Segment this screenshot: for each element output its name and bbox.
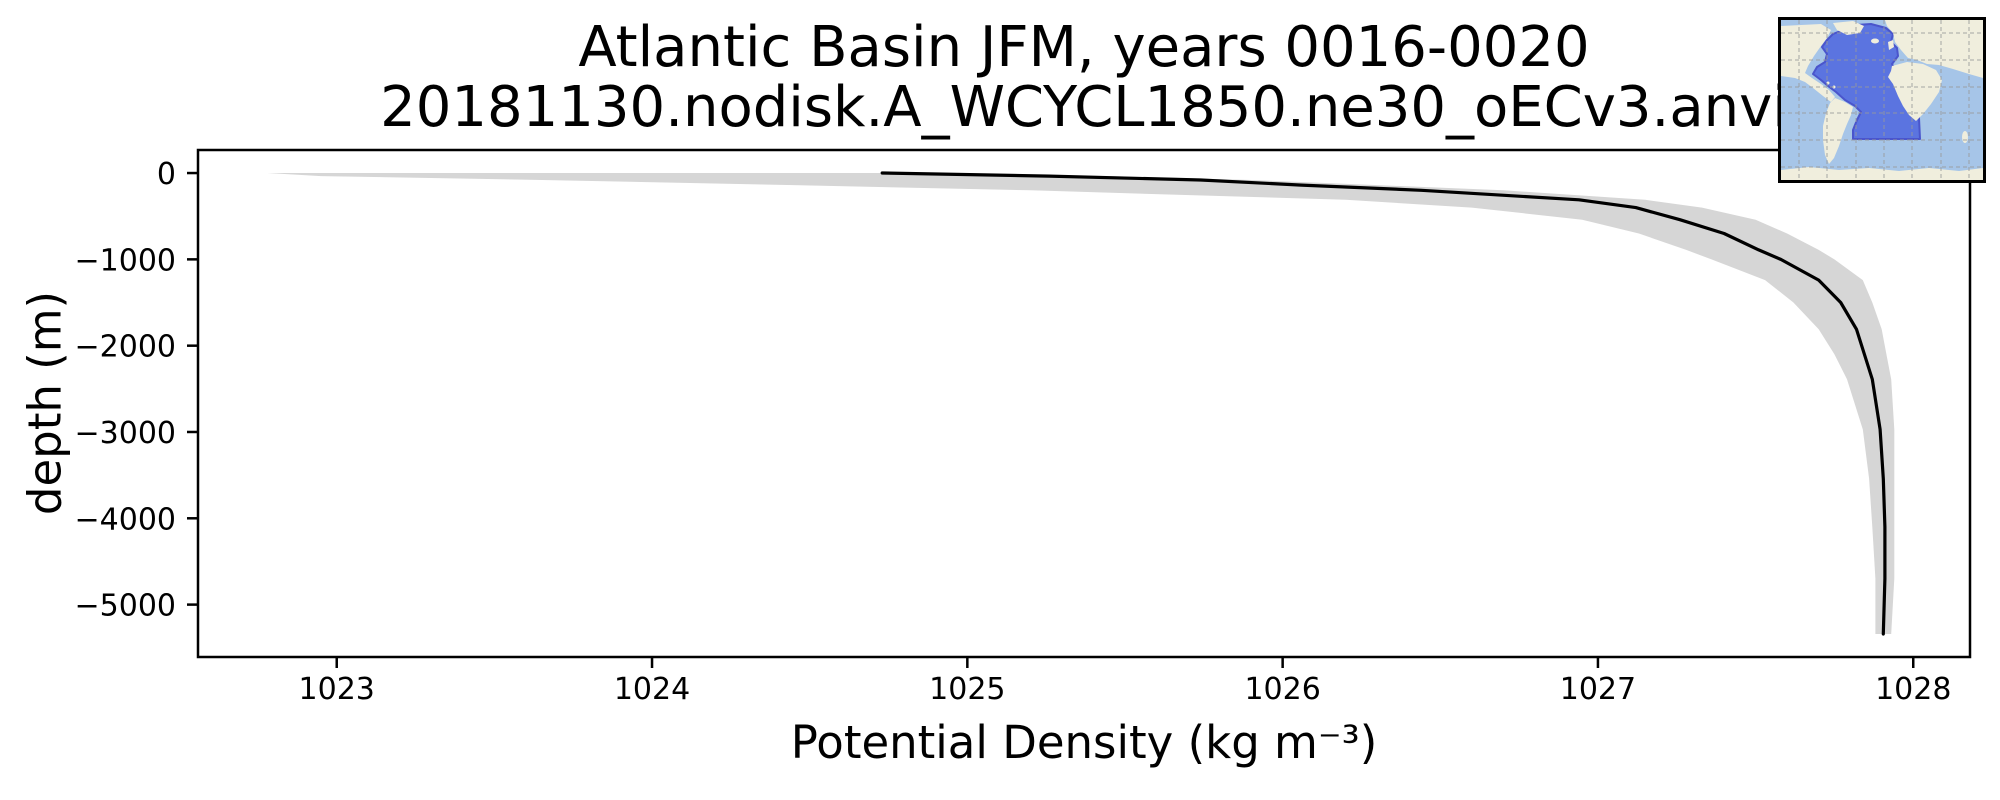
map-africa [1888, 62, 1942, 121]
map-eurasia [1885, 20, 1983, 78]
uncertainty-band [267, 173, 1895, 634]
map-gridlines [1781, 20, 1983, 180]
y-tick-label: −5000 [75, 589, 176, 624]
map-iceland [1871, 38, 1879, 44]
inset-map-canvas [1781, 20, 1983, 180]
y-tick-label: 0 [157, 157, 176, 192]
x-tick-label: 1026 [1244, 672, 1320, 707]
x-tick-label: 1025 [929, 672, 1005, 707]
y-tick-label: −4000 [75, 502, 176, 537]
x-tick-label: 1028 [1875, 672, 1951, 707]
x-tick-label: 1023 [299, 672, 375, 707]
y-axis-label: depth (m) [18, 290, 72, 516]
map-antarctica [1781, 167, 1983, 180]
map-north-america [1781, 24, 1835, 102]
map-madagascar [1962, 131, 1968, 143]
chart-title: Atlantic Basin JFM, years 0016-0020 [578, 15, 1590, 80]
x-tick-label: 1024 [614, 672, 690, 707]
map-greenland [1833, 21, 1864, 35]
plot-frame [196, 148, 1972, 659]
chart-title-block: Atlantic Basin JFM, years 0016-0020 2018… [198, 18, 1970, 138]
x-tick-label: 1027 [1560, 672, 1636, 707]
chart-subtitle: 20181130.nodisk.A_WCYCL1850.ne30_oECv3.a… [380, 75, 1788, 140]
y-tick-label: −1000 [75, 243, 176, 278]
map-south-america [1823, 98, 1853, 164]
y-tick-label: −2000 [75, 330, 176, 365]
y-tick-label: −3000 [75, 416, 176, 451]
profile-line [880, 171, 1887, 636]
atlantic-basin-highlight [1812, 23, 1921, 140]
map-landmasses [1781, 20, 1983, 180]
x-axis-label: Potential Density (kg m⁻³) [790, 716, 1378, 769]
map-britain [1888, 40, 1894, 50]
inset-map [1778, 17, 1986, 183]
